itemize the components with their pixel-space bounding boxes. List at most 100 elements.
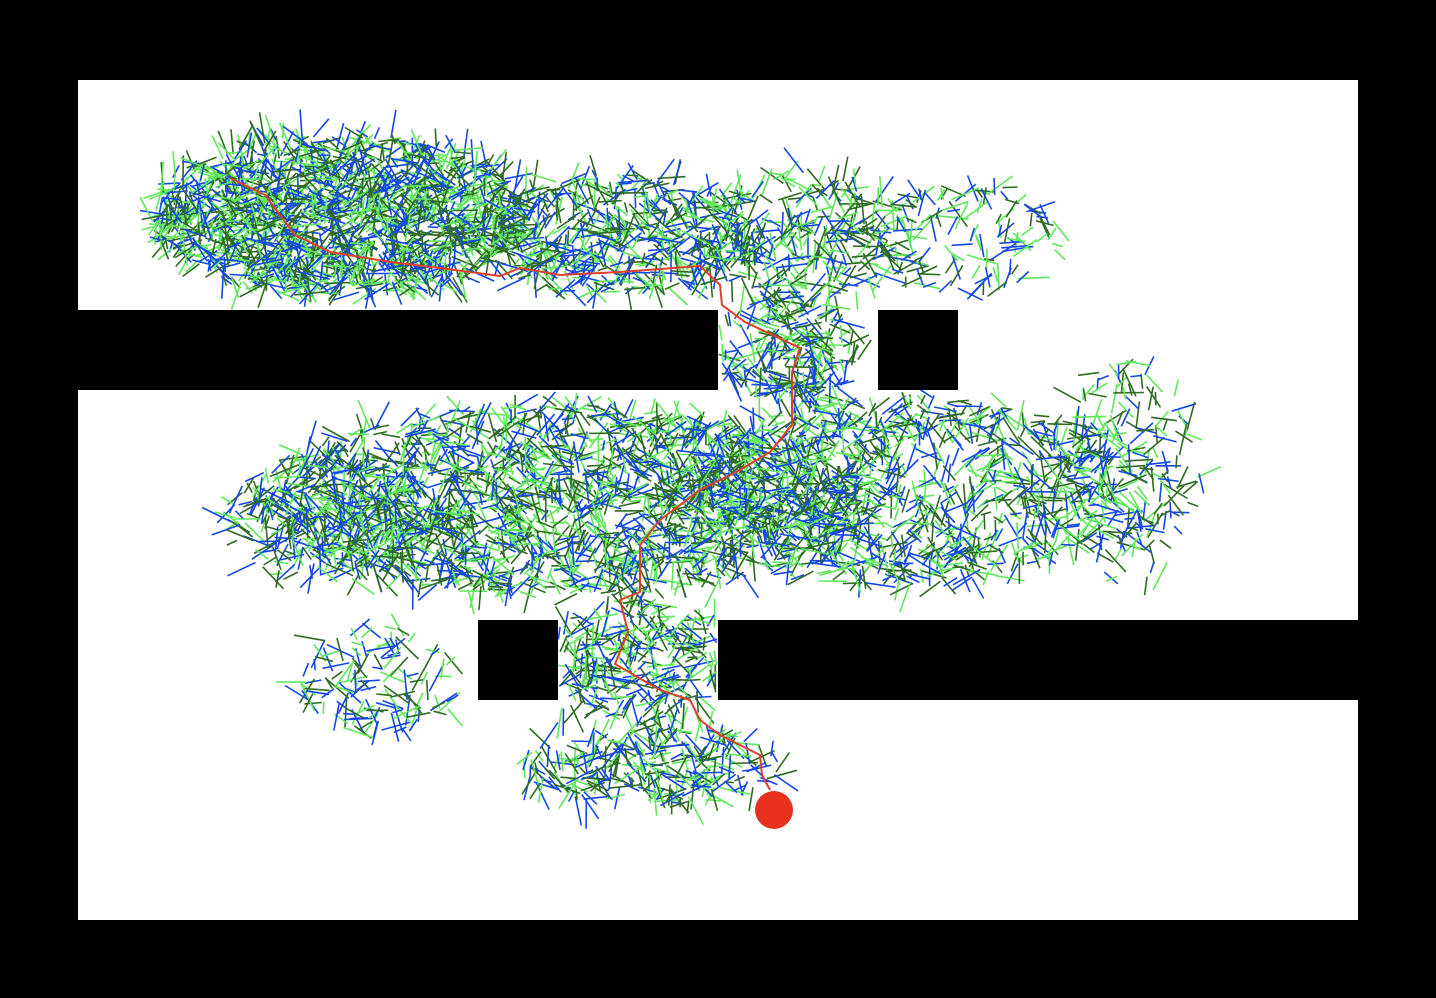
- tree-edge: [760, 318, 771, 325]
- tree-edge: [660, 579, 693, 586]
- tree-edge: [759, 193, 773, 204]
- tree-edge: [494, 486, 513, 508]
- tree-edge: [489, 148, 508, 171]
- tree-edge: [569, 555, 574, 576]
- tree-edge: [226, 237, 230, 256]
- tree-edge: [579, 222, 585, 239]
- tree-edge: [627, 554, 637, 577]
- tree-edge: [671, 536, 686, 546]
- tree-edge: [343, 142, 362, 159]
- tree-edge: [334, 180, 343, 190]
- tree-edge: [173, 181, 193, 190]
- tree-edge: [256, 249, 268, 270]
- tree-edge: [999, 240, 1025, 245]
- tree-edge: [463, 274, 481, 284]
- tree-edge: [472, 517, 500, 526]
- tree-edge: [842, 156, 849, 182]
- tree-edge: [558, 473, 562, 505]
- tree-edge: [427, 226, 439, 229]
- tree-edge: [494, 421, 511, 436]
- tree-edge: [714, 251, 731, 272]
- tree-edge: [665, 457, 679, 465]
- tree-edge: [387, 266, 405, 272]
- tree-edge: [373, 446, 400, 455]
- tree-edge: [829, 257, 837, 273]
- tree-edge: [361, 279, 369, 293]
- tree-edge: [507, 215, 521, 221]
- tree-edge: [198, 250, 218, 263]
- tree-edge: [697, 281, 709, 300]
- tree-edge: [425, 204, 433, 220]
- tree-edge: [575, 286, 604, 300]
- tree-edge: [781, 173, 792, 193]
- tree-edge: [444, 513, 452, 531]
- tree-edge: [755, 340, 761, 355]
- tree-edge: [508, 194, 539, 206]
- tree-edge: [275, 238, 288, 255]
- tree-edge: [241, 174, 250, 188]
- tree-edge: [795, 187, 812, 204]
- tree-edge: [593, 568, 604, 593]
- tree-edge: [654, 588, 665, 599]
- tree-edge: [651, 254, 668, 266]
- tree-edge: [676, 568, 687, 598]
- tree-edge: [409, 434, 423, 446]
- tree-edge: [257, 280, 268, 308]
- tree-edge: [363, 511, 377, 527]
- tree-edge: [430, 276, 443, 298]
- tree-edge: [436, 196, 463, 207]
- tree-edge: [652, 264, 658, 284]
- tree-edge: [822, 260, 834, 273]
- tree-edge: [912, 215, 935, 241]
- tree-edge: [340, 263, 360, 276]
- tree-edge: [328, 200, 344, 208]
- tree-edge: [663, 199, 678, 206]
- tree-edge: [716, 567, 726, 577]
- tree-edge: [644, 182, 670, 190]
- tree-edge: [571, 443, 588, 460]
- tree-edge: [281, 178, 298, 189]
- tree-edge: [694, 241, 707, 260]
- tree-edge: [361, 447, 371, 464]
- tree-edge: [420, 437, 435, 441]
- tree-edge: [1003, 267, 1012, 289]
- tree-edge: [800, 231, 811, 239]
- tree-edge: [268, 212, 296, 231]
- tree-edge: [939, 187, 945, 200]
- tree-edge: [457, 581, 473, 591]
- tree-edge: [843, 267, 852, 276]
- tree-edge: [367, 170, 373, 198]
- tree-edge: [623, 202, 628, 213]
- tree-edge: [559, 257, 568, 271]
- tree-edge: [558, 556, 565, 567]
- tree-edge: [724, 314, 730, 327]
- tree-edge: [279, 255, 292, 272]
- tree-edge: [484, 213, 493, 231]
- tree-edge: [315, 253, 326, 257]
- tree-edge: [448, 257, 451, 276]
- tree-edge: [787, 207, 794, 229]
- tree-edge: [284, 216, 304, 240]
- tree-edge: [609, 261, 624, 268]
- tree-edge: [594, 182, 609, 206]
- tree-edge: [192, 237, 208, 262]
- tree-edge: [675, 273, 690, 277]
- tree-edge: [729, 200, 756, 207]
- tree-edge: [809, 292, 822, 302]
- tree-edge: [987, 281, 1008, 298]
- tree-edge: [571, 538, 575, 565]
- tree-edge: [725, 213, 745, 225]
- tree-edge: [139, 209, 162, 215]
- tree-edge: [390, 458, 399, 468]
- tree-edge: [554, 407, 583, 414]
- tree-edge: [662, 526, 672, 539]
- tree-edge: [555, 279, 576, 298]
- tree-edge: [1036, 215, 1049, 219]
- tree-edge: [554, 592, 578, 606]
- tree-edge: [715, 245, 722, 260]
- tree-edge: [323, 234, 338, 252]
- tree-edge: [1054, 249, 1066, 261]
- tree-edge: [403, 436, 422, 459]
- tree-edge: [346, 130, 364, 153]
- tree-edge: [703, 418, 726, 433]
